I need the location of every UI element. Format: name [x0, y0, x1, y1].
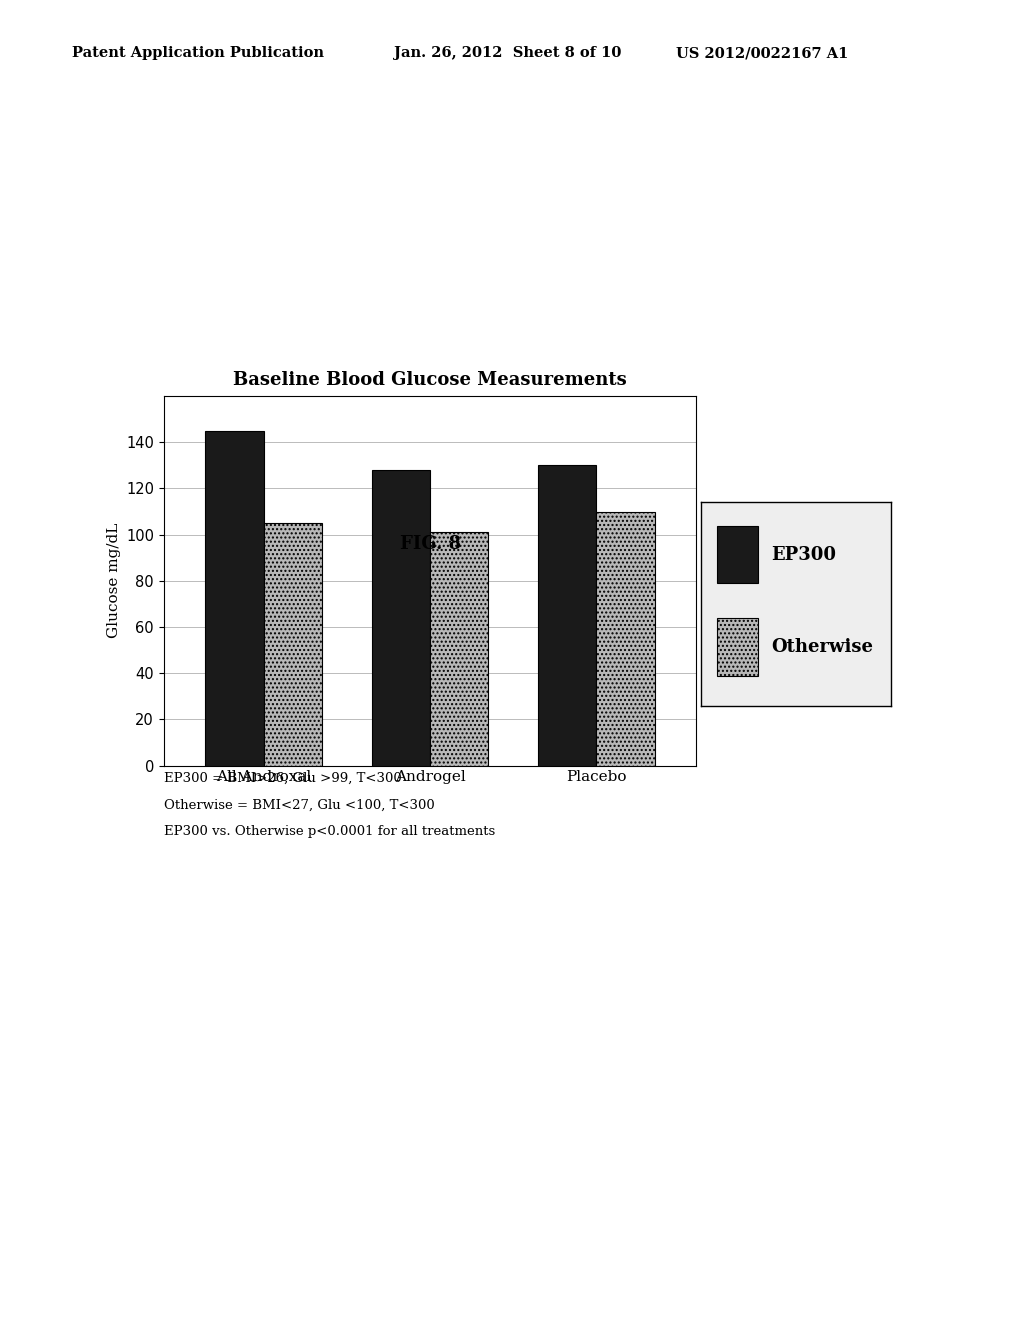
Text: Jan. 26, 2012  Sheet 8 of 10: Jan. 26, 2012 Sheet 8 of 10 — [394, 46, 622, 61]
Bar — [264, 523, 322, 766]
Text: Otherwise = BMI<27, Glu <100, T<300: Otherwise = BMI<27, Glu <100, T<300 — [164, 799, 434, 812]
Bar — [717, 527, 758, 583]
Text: Otherwise: Otherwise — [771, 638, 873, 656]
Text: EP300 vs. Otherwise p<0.0001 for all treatments: EP300 vs. Otherwise p<0.0001 for all tre… — [164, 825, 495, 838]
Text: Patent Application Publication: Patent Application Publication — [72, 46, 324, 61]
Bar — [717, 618, 758, 676]
Title: Baseline Blood Glucose Measurements: Baseline Blood Glucose Measurements — [233, 371, 627, 389]
Bar — [596, 511, 654, 766]
Text: EP300: EP300 — [771, 545, 837, 564]
Text: EP300 = BMI>26, Glu >99, T<300: EP300 = BMI>26, Glu >99, T<300 — [164, 772, 401, 785]
Bar — [206, 430, 264, 766]
Bar — [539, 466, 596, 766]
Text: US 2012/0022167 A1: US 2012/0022167 A1 — [676, 46, 848, 61]
Text: FIG. 8: FIG. 8 — [399, 535, 461, 553]
Bar — [430, 532, 488, 766]
Y-axis label: Glucose mg/dL: Glucose mg/dL — [106, 523, 121, 639]
Bar — [372, 470, 430, 766]
